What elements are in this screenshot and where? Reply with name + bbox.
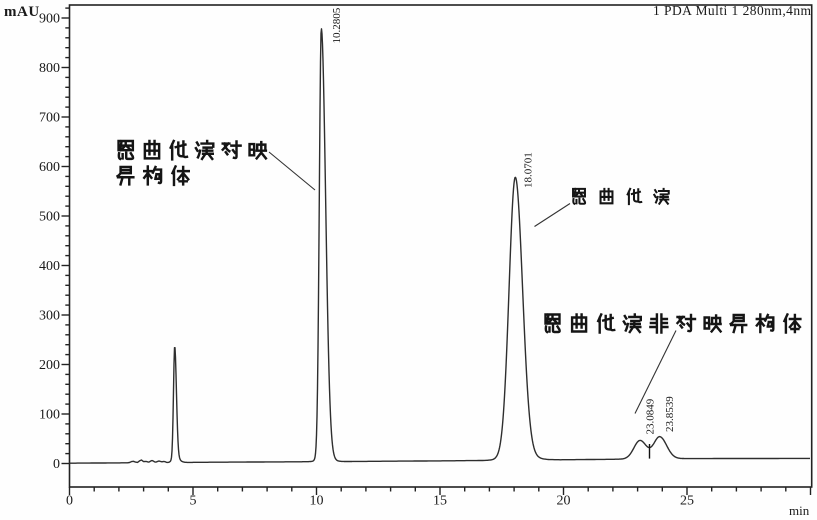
svg-text:20: 20 (557, 494, 571, 509)
svg-text:0: 0 (66, 494, 73, 509)
svg-text:200: 200 (39, 358, 60, 373)
svg-text:500: 500 (39, 210, 60, 225)
svg-text:10: 10 (310, 494, 324, 509)
svg-text:600: 600 (39, 160, 60, 175)
svg-text:10.2805: 10.2805 (331, 7, 343, 43)
svg-text:700: 700 (39, 111, 60, 126)
svg-text:23.0849: 23.0849 (645, 398, 657, 434)
svg-text:800: 800 (39, 61, 60, 76)
svg-text:300: 300 (39, 309, 60, 324)
svg-text:min: min (789, 503, 810, 518)
svg-text:1 PDA Multi 1 280nm,4nm: 1 PDA Multi 1 280nm,4nm (653, 3, 812, 18)
svg-text:15: 15 (433, 494, 447, 509)
svg-text:900: 900 (39, 12, 60, 27)
svg-text:0: 0 (53, 457, 60, 472)
svg-text:23.8539: 23.8539 (664, 396, 676, 432)
svg-text:5: 5 (190, 494, 197, 509)
svg-text:mAU: mAU (4, 4, 40, 20)
svg-text:100: 100 (39, 408, 60, 423)
svg-text:25: 25 (680, 494, 694, 509)
svg-text:400: 400 (39, 259, 60, 274)
svg-text:18.0701: 18.0701 (523, 152, 535, 188)
